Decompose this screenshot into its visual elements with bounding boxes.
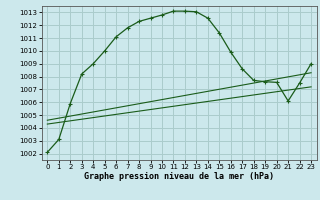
X-axis label: Graphe pression niveau de la mer (hPa): Graphe pression niveau de la mer (hPa) xyxy=(84,172,274,181)
